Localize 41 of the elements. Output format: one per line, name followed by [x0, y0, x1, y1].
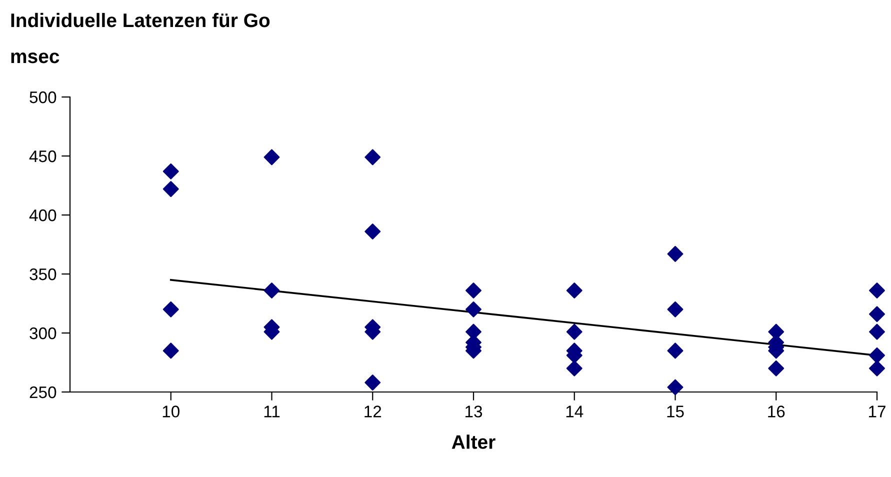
point	[667, 379, 684, 396]
x-tick-label: 10	[162, 406, 180, 418]
point	[264, 149, 280, 166]
point	[869, 347, 885, 364]
point	[667, 342, 684, 359]
point	[466, 301, 482, 318]
point	[566, 282, 582, 298]
y-axis-title: msec	[11, 52, 60, 64]
y-tick-label: 350	[30, 268, 56, 280]
x-tick-label: 13	[466, 406, 482, 418]
point	[667, 301, 684, 318]
chart-title: Individuelle Latenzen für Go	[11, 12, 270, 28]
point	[364, 149, 381, 166]
point	[869, 324, 885, 340]
point	[566, 324, 582, 340]
point	[162, 342, 179, 359]
point	[162, 163, 179, 180]
point	[364, 224, 381, 240]
y-tick-label: 400	[29, 209, 56, 222]
x-tick-label: 14	[566, 406, 584, 418]
x-tick-label: 15	[667, 406, 684, 418]
point	[364, 374, 381, 391]
y-tick-label: 300	[30, 327, 56, 340]
x-axis-title: Alter	[452, 434, 496, 449]
point	[768, 360, 784, 376]
point	[162, 181, 179, 198]
y-tick-label: 500	[30, 91, 56, 104]
point	[667, 246, 684, 262]
y-tick-label: 250	[30, 386, 56, 398]
x-tick-label: 11	[264, 406, 280, 418]
point	[869, 306, 885, 322]
point	[264, 282, 280, 298]
x-tick-label: 12	[364, 406, 382, 418]
point	[466, 282, 482, 298]
point	[869, 360, 885, 376]
point	[162, 301, 179, 318]
y-tick-label: 450	[29, 150, 56, 162]
x-tick-label: 16	[768, 406, 785, 418]
x-tick-label: 17	[869, 406, 886, 418]
point	[566, 360, 582, 376]
point	[869, 282, 885, 298]
